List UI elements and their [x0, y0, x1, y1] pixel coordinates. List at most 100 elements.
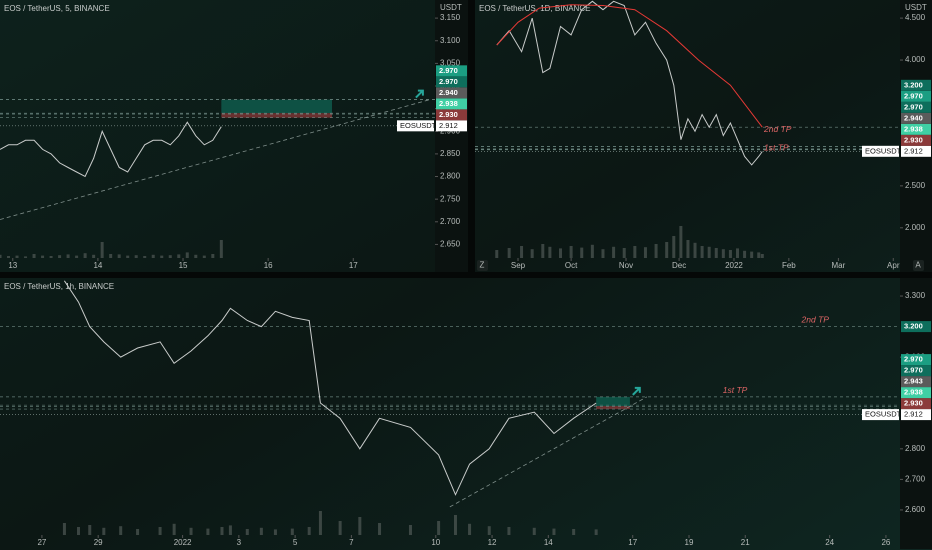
volume-bar [100, 242, 104, 258]
price-label: 2.938 [904, 124, 923, 133]
last-price-label: 2.912 [904, 146, 923, 155]
volume-bar [468, 523, 472, 535]
price-label-box [901, 90, 931, 102]
price-label-box [901, 123, 931, 135]
volume-bar [672, 236, 676, 258]
volume-bar [273, 529, 277, 535]
chart-button-label[interactable]: A [915, 261, 921, 270]
last-price-name-box [397, 120, 434, 132]
chart-title: EOS / TetherUS, 1D, BINANCE [479, 4, 590, 13]
volume-bar [721, 249, 725, 258]
x-tick-label: Nov [619, 261, 633, 270]
price-label-box [901, 376, 931, 388]
annotation: 1st TP [723, 385, 748, 395]
volume-bar [41, 255, 45, 258]
price-line [0, 121, 222, 178]
volume-bar [757, 252, 761, 258]
volume-bar [83, 253, 87, 258]
volume-bar [750, 251, 754, 258]
volume-bar [736, 248, 740, 258]
volume-bar [168, 255, 172, 258]
y-tick-label: 2.650 [440, 240, 461, 249]
volume-bar [520, 246, 524, 258]
y-tick-label: 2.850 [440, 149, 461, 158]
volume-bar [88, 525, 92, 535]
volume-bar [530, 249, 534, 258]
volume-bar [158, 527, 162, 535]
volume-bar [151, 254, 155, 258]
volume-bar [172, 523, 176, 535]
chart-button[interactable] [477, 260, 488, 271]
price-label: 3.200 [904, 322, 923, 331]
x-tick-label: 26 [881, 538, 890, 547]
volume-bar [202, 255, 206, 258]
volume-bar [707, 246, 711, 258]
volume-bar [211, 254, 215, 258]
price-label: 2.930 [439, 110, 458, 119]
volume-bar [686, 240, 690, 258]
volume-bar [601, 249, 605, 258]
price-label-box [436, 87, 467, 99]
volume-bar [177, 254, 181, 258]
price-label-box [901, 101, 931, 113]
volume-bar [643, 247, 647, 258]
chart-button[interactable] [913, 260, 924, 271]
price-label: 2.970 [439, 77, 458, 86]
x-tick-label: Mar [832, 261, 846, 270]
x-tick-label: Oct [565, 261, 578, 270]
price-label-box [436, 65, 467, 77]
axis-label: USDT [440, 3, 462, 12]
volume-bar [66, 254, 70, 258]
volume-bar [580, 247, 584, 258]
price-line [496, 0, 763, 166]
x-tick-label: 5 [293, 538, 298, 547]
volume-bar [109, 254, 113, 258]
price-label-box [901, 365, 931, 377]
pane-divider [468, 0, 475, 272]
volume-bar [136, 529, 140, 535]
x-tick-label: 2022 [725, 261, 743, 270]
volume-bar [126, 255, 130, 258]
last-price-name: EOSUSDT [865, 410, 902, 419]
volume-bar [548, 246, 552, 258]
volume-bar [693, 242, 697, 258]
x-tick-label: 10 [431, 538, 440, 547]
price-line [496, 4, 763, 128]
volume-bar [760, 254, 764, 258]
y-tick-label: 2.750 [440, 194, 461, 203]
volume-bar [408, 525, 412, 535]
volume-bar [558, 248, 562, 258]
volume-bar [102, 527, 106, 535]
zone [221, 99, 332, 114]
volume-bar [318, 511, 322, 535]
volume-bar [160, 255, 164, 258]
volume-bar [32, 254, 36, 258]
x-tick-label: 12 [488, 538, 497, 547]
y-tick-label: 3.300 [905, 291, 926, 300]
price-label: 2.940 [439, 88, 458, 97]
price-label: 2.970 [904, 366, 923, 375]
arrow-icon [415, 89, 424, 99]
price-label: 2.930 [904, 399, 923, 408]
annotation: 2nd TP [763, 124, 792, 134]
y-tick-label: 2.000 [905, 223, 926, 232]
volume-bar [541, 244, 545, 258]
chart-pane: 2.6502.7002.7502.8002.8502.9002.9503.000… [0, 0, 468, 272]
volume-bar [507, 248, 511, 258]
volume-bar [743, 250, 747, 258]
volume-bar [495, 250, 499, 258]
price-line [63, 280, 597, 496]
annotation: 1st TP [764, 142, 789, 152]
price-label: 2.938 [439, 99, 458, 108]
price-label-box [901, 112, 931, 124]
y-tick-label: 3.150 [440, 13, 461, 22]
price-label: 2.970 [904, 355, 923, 364]
volume-bar [62, 523, 66, 535]
x-tick-label: 16 [264, 261, 273, 270]
volume-bar [134, 255, 138, 258]
x-tick-label: 2022 [174, 538, 192, 547]
volume-bar [228, 525, 232, 535]
price-label-box [436, 109, 467, 121]
volume-bar [143, 256, 147, 258]
chart-button-label[interactable]: Z [480, 261, 485, 270]
